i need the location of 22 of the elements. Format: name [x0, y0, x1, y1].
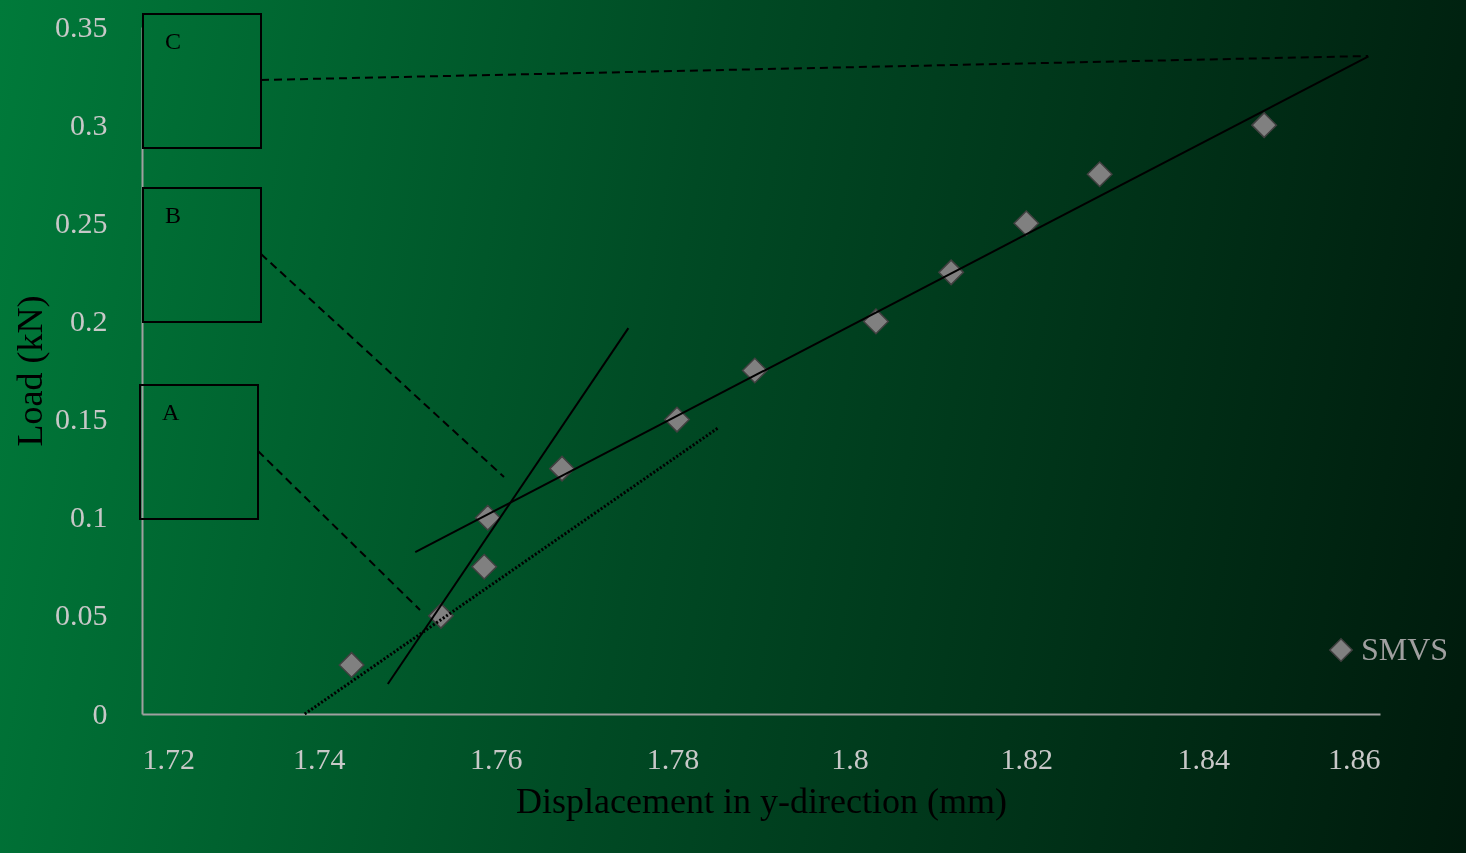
- x-tick-label: 1.78: [646, 741, 700, 775]
- y-tick-label: 0.35: [55, 9, 108, 43]
- y-tick-label: 0.05: [55, 598, 108, 632]
- annotation: B: [165, 202, 182, 228]
- y-tick-label: 0: [92, 696, 108, 730]
- x-axis-title: Displacement in y-direction (mm): [516, 780, 1007, 821]
- x-tick-label: 1.76: [469, 741, 523, 775]
- legend-label: SMVS: [1361, 631, 1449, 667]
- x-tick-label: 1.74: [293, 741, 346, 775]
- annotation: A: [162, 399, 180, 425]
- x-tick-label: 1.86: [1328, 741, 1381, 775]
- y-axis-title: Load (kN): [10, 295, 50, 447]
- y-tick-label: 0.2: [70, 303, 108, 337]
- x-tick-label: 1.84: [1177, 741, 1230, 775]
- x-tick-label: 1.82: [1000, 741, 1054, 775]
- x-tick-label: 1.8: [831, 741, 869, 775]
- y-tick-label: 0.25: [55, 205, 108, 239]
- y-tick-label: 0.3: [70, 107, 108, 141]
- y-tick-label: 0.1: [70, 500, 108, 534]
- x-tick-label: 1.72: [142, 741, 195, 775]
- annotation: C: [165, 28, 182, 54]
- y-tick-label: 0.15: [55, 402, 108, 436]
